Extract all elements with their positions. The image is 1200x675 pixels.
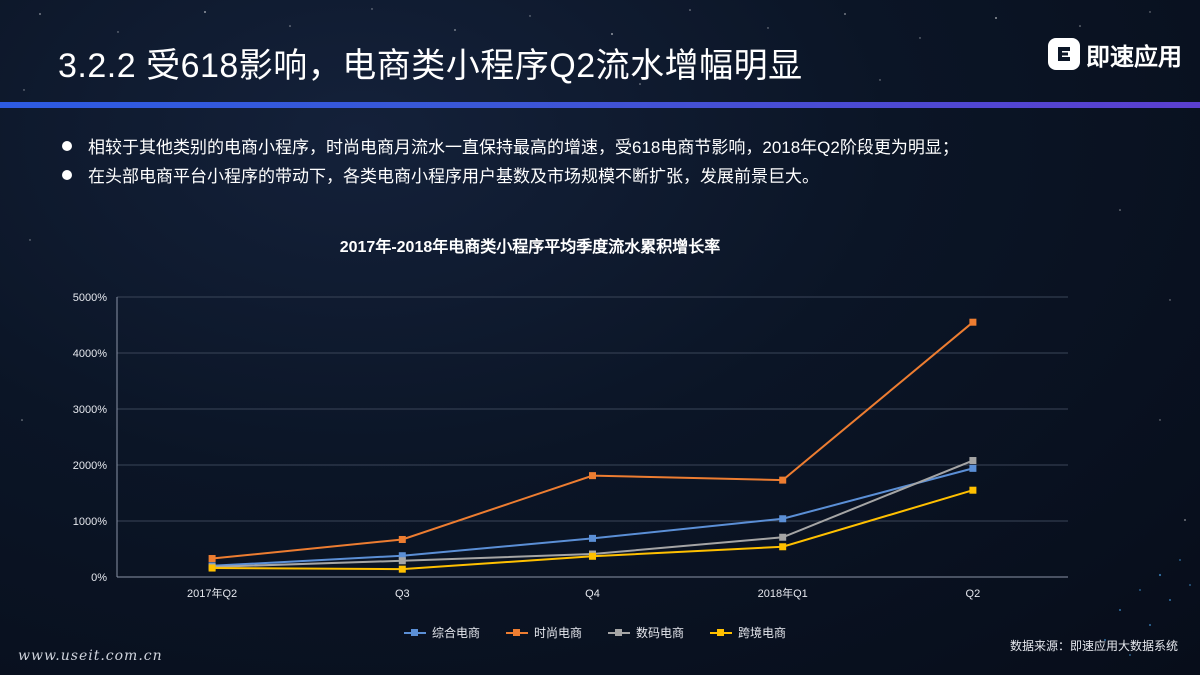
data-point bbox=[398, 557, 406, 565]
y-tick-label: 5000% bbox=[73, 292, 107, 304]
chart-legend: 综合电商 时尚电商 数码电商 跨境电商 bbox=[0, 624, 1190, 641]
data-point bbox=[779, 533, 787, 541]
data-point bbox=[398, 535, 406, 543]
data-point bbox=[589, 534, 596, 542]
data-point bbox=[969, 457, 977, 465]
legend-swatch-icon bbox=[710, 627, 733, 639]
data-point bbox=[779, 476, 787, 484]
x-tick-label: 2017年Q2 bbox=[187, 586, 237, 600]
data-source: 数据来源：即速应用大数据系统 bbox=[1009, 639, 1178, 653]
legend-label: 跨境电商 bbox=[738, 626, 787, 640]
y-tick-label: 0% bbox=[91, 572, 107, 584]
y-tick-label: 2000% bbox=[73, 460, 107, 472]
data-point bbox=[969, 486, 977, 494]
y-tick-label: 3000% bbox=[73, 404, 107, 416]
bullet-text: 在头部电商平台小程序的带动下，各类电商小程序用户基数及市场规模不断扩张，发展前景… bbox=[88, 167, 819, 186]
data-point bbox=[398, 565, 406, 573]
bullet-dot-icon bbox=[62, 140, 72, 151]
chart-title: 2017年-2018年电商类小程序平均季度流水累积增长率 bbox=[339, 239, 721, 256]
x-tick-label: 2018年Q1 bbox=[758, 586, 808, 600]
bullet-item: 在头部电商平台小程序的带动下，各类电商小程序用户基数及市场规模不断扩张，发展前景… bbox=[62, 160, 1182, 189]
bullet-item: 相较于其他类别的电商小程序，时尚电商月流水一直保持最高的增速，受618电商节影响… bbox=[62, 131, 1182, 160]
x-tick-label: Q2 bbox=[966, 588, 981, 600]
data-point bbox=[969, 464, 977, 472]
series-line bbox=[212, 321, 974, 560]
bullet-dot-icon bbox=[62, 169, 72, 180]
data-point bbox=[779, 543, 787, 551]
legend-item: 综合电商 bbox=[403, 624, 480, 641]
data-point bbox=[969, 318, 977, 326]
legend-swatch-icon bbox=[403, 627, 426, 639]
logo-text: 即速应用 bbox=[1086, 43, 1182, 71]
data-point bbox=[208, 555, 216, 563]
x-tick-label: Q3 bbox=[395, 588, 410, 600]
data-point bbox=[589, 472, 596, 480]
header-divider bbox=[0, 102, 1200, 108]
watermark: www.useit.com.cn bbox=[18, 648, 163, 664]
legend-label: 时尚电商 bbox=[533, 626, 582, 640]
y-tick-label: 4000% bbox=[73, 348, 107, 360]
bullet-list: 相较于其他类别的电商小程序，时尚电商月流水一直保持最高的增速，受618电商节影响… bbox=[62, 131, 1182, 189]
legend-item: 时尚电商 bbox=[505, 624, 582, 641]
legend-item: 数码电商 bbox=[608, 624, 684, 641]
data-point bbox=[398, 552, 406, 560]
x-tick-label: Q4 bbox=[585, 588, 600, 600]
logo-e-icon bbox=[1048, 38, 1080, 70]
data-point bbox=[589, 552, 596, 560]
y-tick-label: 1000% bbox=[73, 516, 107, 528]
legend-swatch-icon bbox=[505, 627, 528, 639]
legend-label: 综合电商 bbox=[431, 626, 480, 640]
brand-logo: 即速应用 bbox=[1048, 36, 1182, 72]
legend-item: 跨境电商 bbox=[710, 624, 786, 641]
bullet-text: 相较于其他类别的电商小程序，时尚电商月流水一直保持最高的增速，受618电商节影响… bbox=[88, 138, 959, 157]
legend-swatch-icon bbox=[608, 627, 630, 639]
data-point bbox=[208, 564, 216, 572]
page-title: 3.2.2 受618影响，电商类小程序Q2流水增幅明显 bbox=[58, 47, 803, 85]
legend-label: 数码电商 bbox=[636, 626, 685, 640]
data-point bbox=[779, 515, 787, 523]
